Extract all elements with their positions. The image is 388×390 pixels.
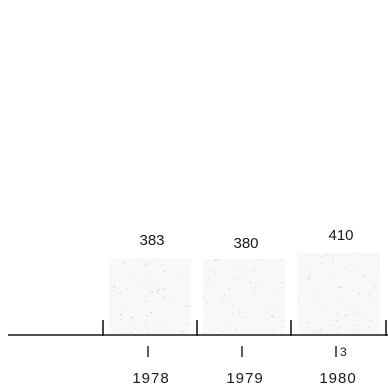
bar-1979 — [203, 259, 285, 335]
data-label-1978: 383 — [139, 232, 164, 249]
data-label-1979: 380 — [233, 235, 258, 252]
bars-group — [109, 253, 380, 336]
bar-texture-1980 — [297, 253, 380, 335]
tick-label-1978: 1978 — [132, 370, 169, 387]
data-label-1980: 410 — [328, 227, 353, 244]
bar-1980 — [297, 253, 380, 335]
tick-label-1979: 1979 — [226, 370, 263, 387]
bar-texture-1978 — [111, 260, 190, 336]
tick-label-1980: 1980 — [319, 370, 356, 387]
bar-1978 — [109, 258, 191, 335]
stray-mark-label: 3 — [340, 345, 347, 359]
